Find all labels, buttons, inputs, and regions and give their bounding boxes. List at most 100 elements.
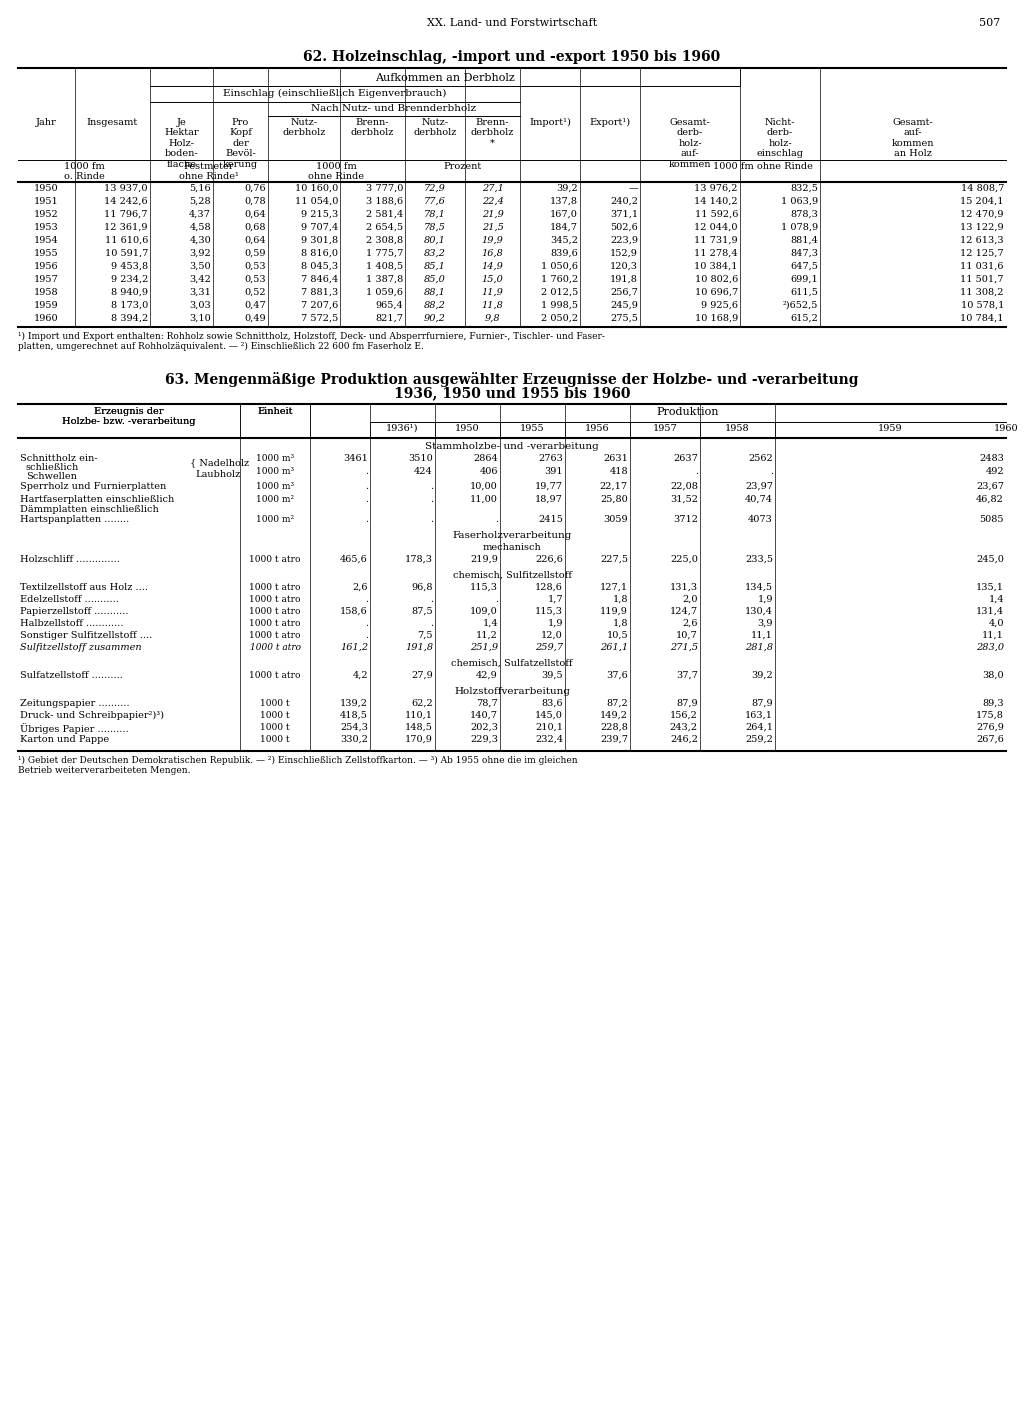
Text: 839,6: 839,6	[550, 249, 578, 258]
Text: 90,2: 90,2	[424, 315, 445, 323]
Text: 3,42: 3,42	[189, 275, 211, 283]
Text: 502,6: 502,6	[610, 222, 638, 232]
Text: 251,9: 251,9	[470, 643, 498, 652]
Text: 11 501,7: 11 501,7	[961, 275, 1004, 283]
Text: 1955: 1955	[520, 424, 545, 434]
Text: Aufkommen an Derbholz: Aufkommen an Derbholz	[375, 74, 515, 84]
Text: 7 572,5: 7 572,5	[301, 315, 338, 323]
Text: 1000 t atro: 1000 t atro	[249, 619, 301, 628]
Text: 2,6: 2,6	[352, 582, 368, 592]
Text: 27,9: 27,9	[412, 672, 433, 680]
Text: Export¹): Export¹)	[590, 118, 631, 128]
Text: 611,5: 611,5	[791, 288, 818, 298]
Text: 42,9: 42,9	[476, 672, 498, 680]
Text: 227,5: 227,5	[600, 555, 628, 564]
Text: 283,0: 283,0	[976, 643, 1004, 652]
Text: 134,5: 134,5	[745, 582, 773, 592]
Text: 10,00: 10,00	[470, 482, 498, 492]
Text: 11 308,2: 11 308,2	[961, 288, 1004, 298]
Text: Erzeugnis der
Holzbe- bzw. -verarbeitung: Erzeugnis der Holzbe- bzw. -verarbeitung	[62, 407, 196, 427]
Text: 131,3: 131,3	[670, 582, 698, 592]
Text: 10 784,1: 10 784,1	[961, 315, 1004, 323]
Text: 0,64: 0,64	[245, 210, 266, 220]
Text: 191,8: 191,8	[404, 643, 433, 652]
Text: 3059: 3059	[603, 514, 628, 524]
Text: .: .	[495, 514, 498, 524]
Text: —: —	[629, 184, 638, 193]
Text: 178,3: 178,3	[406, 555, 433, 564]
Text: 140,7: 140,7	[470, 711, 498, 720]
Text: 11,2: 11,2	[476, 631, 498, 640]
Text: 1936¹): 1936¹)	[386, 424, 419, 434]
Text: 1000 t atro: 1000 t atro	[249, 631, 301, 640]
Text: 14,9: 14,9	[481, 262, 504, 271]
Text: Nach Nutz- und Brennderbholz: Nach Nutz- und Brennderbholz	[311, 103, 476, 113]
Text: 11 031,6: 11 031,6	[961, 262, 1004, 271]
Text: 148,5: 148,5	[406, 723, 433, 733]
Text: Nutz-
derbholz: Nutz- derbholz	[414, 118, 457, 137]
Text: 13 122,9: 13 122,9	[961, 222, 1004, 232]
Text: 14 808,7: 14 808,7	[961, 184, 1004, 193]
Text: Nutz-
derbholz: Nutz- derbholz	[283, 118, 326, 137]
Text: 152,9: 152,9	[610, 249, 638, 258]
Text: 10 578,1: 10 578,1	[961, 300, 1004, 310]
Text: Jahr: Jahr	[36, 118, 57, 128]
Text: 10 168,9: 10 168,9	[694, 315, 738, 323]
Text: 19,9: 19,9	[481, 237, 504, 245]
Text: mechanisch: mechanisch	[482, 543, 542, 553]
Text: 1957: 1957	[34, 275, 58, 283]
Text: Sonstiger Sulfitzellstoff ....: Sonstiger Sulfitzellstoff ....	[20, 631, 153, 640]
Text: 271,5: 271,5	[670, 643, 698, 652]
Text: 418,5: 418,5	[340, 711, 368, 720]
Text: 11,00: 11,00	[470, 495, 498, 504]
Text: 3,9: 3,9	[758, 619, 773, 628]
Text: 225,0: 225,0	[670, 555, 698, 564]
Text: 37,6: 37,6	[606, 672, 628, 680]
Text: 39,5: 39,5	[542, 672, 563, 680]
Text: 3,31: 3,31	[189, 288, 211, 298]
Text: 1952: 1952	[34, 210, 58, 220]
Text: 2 581,4: 2 581,4	[366, 210, 403, 220]
Text: Druck- und Schreibpapier²)³): Druck- und Schreibpapier²)³)	[20, 711, 164, 720]
Text: 10 384,1: 10 384,1	[694, 262, 738, 271]
Text: 424: 424	[415, 468, 433, 476]
Text: 3,50: 3,50	[189, 262, 211, 271]
Text: Sulfitzellstoff zusammen: Sulfitzellstoff zusammen	[20, 643, 141, 652]
Text: 62. Holzeinschlag, -import und -export 1950 bis 1960: 62. Holzeinschlag, -import und -export 1…	[303, 50, 721, 64]
Text: 228,8: 228,8	[600, 723, 628, 733]
Text: 2,6: 2,6	[683, 619, 698, 628]
Text: 0,64: 0,64	[245, 237, 266, 245]
Text: 3 188,6: 3 188,6	[366, 197, 403, 205]
Text: 8 173,0: 8 173,0	[111, 300, 148, 310]
Text: 85,1: 85,1	[424, 262, 445, 271]
Text: 87,5: 87,5	[412, 606, 433, 616]
Text: 615,2: 615,2	[791, 315, 818, 323]
Text: 243,2: 243,2	[670, 723, 698, 733]
Text: 4,0: 4,0	[988, 619, 1004, 628]
Text: 10 696,7: 10 696,7	[694, 288, 738, 298]
Text: 0,78: 0,78	[245, 197, 266, 205]
Text: Import¹): Import¹)	[529, 118, 571, 128]
Text: 9 234,2: 9 234,2	[111, 275, 148, 283]
Text: 5,28: 5,28	[189, 197, 211, 205]
Text: 2864: 2864	[473, 453, 498, 463]
Text: 699,1: 699,1	[791, 275, 818, 283]
Text: Gesamt-
derb-
holz-
auf-
kommen: Gesamt- derb- holz- auf- kommen	[669, 118, 712, 169]
Text: 210,1: 210,1	[535, 723, 563, 733]
Text: 22,17: 22,17	[600, 482, 628, 492]
Text: 4,37: 4,37	[189, 210, 211, 220]
Text: 9 453,8: 9 453,8	[111, 262, 148, 271]
Text: 1954: 1954	[34, 237, 58, 245]
Text: XX. Land- und Forstwirtschaft: XX. Land- und Forstwirtschaft	[427, 18, 597, 28]
Text: 31,52: 31,52	[670, 495, 698, 504]
Text: 2 050,2: 2 050,2	[541, 315, 578, 323]
Text: 15 204,1: 15 204,1	[961, 197, 1004, 205]
Text: 1950: 1950	[34, 184, 58, 193]
Text: ¹) Gebiet der Deutschen Demokratischen Republik. — ²) Einschließlich Zellstoffka: ¹) Gebiet der Deutschen Demokratischen R…	[18, 757, 578, 765]
Text: Prozent: Prozent	[443, 162, 481, 171]
Text: 21,5: 21,5	[481, 222, 504, 232]
Text: 246,2: 246,2	[670, 735, 698, 744]
Text: 11 054,0: 11 054,0	[295, 197, 338, 205]
Text: 14 242,6: 14 242,6	[104, 197, 148, 205]
Text: 8 940,9: 8 940,9	[111, 288, 148, 298]
